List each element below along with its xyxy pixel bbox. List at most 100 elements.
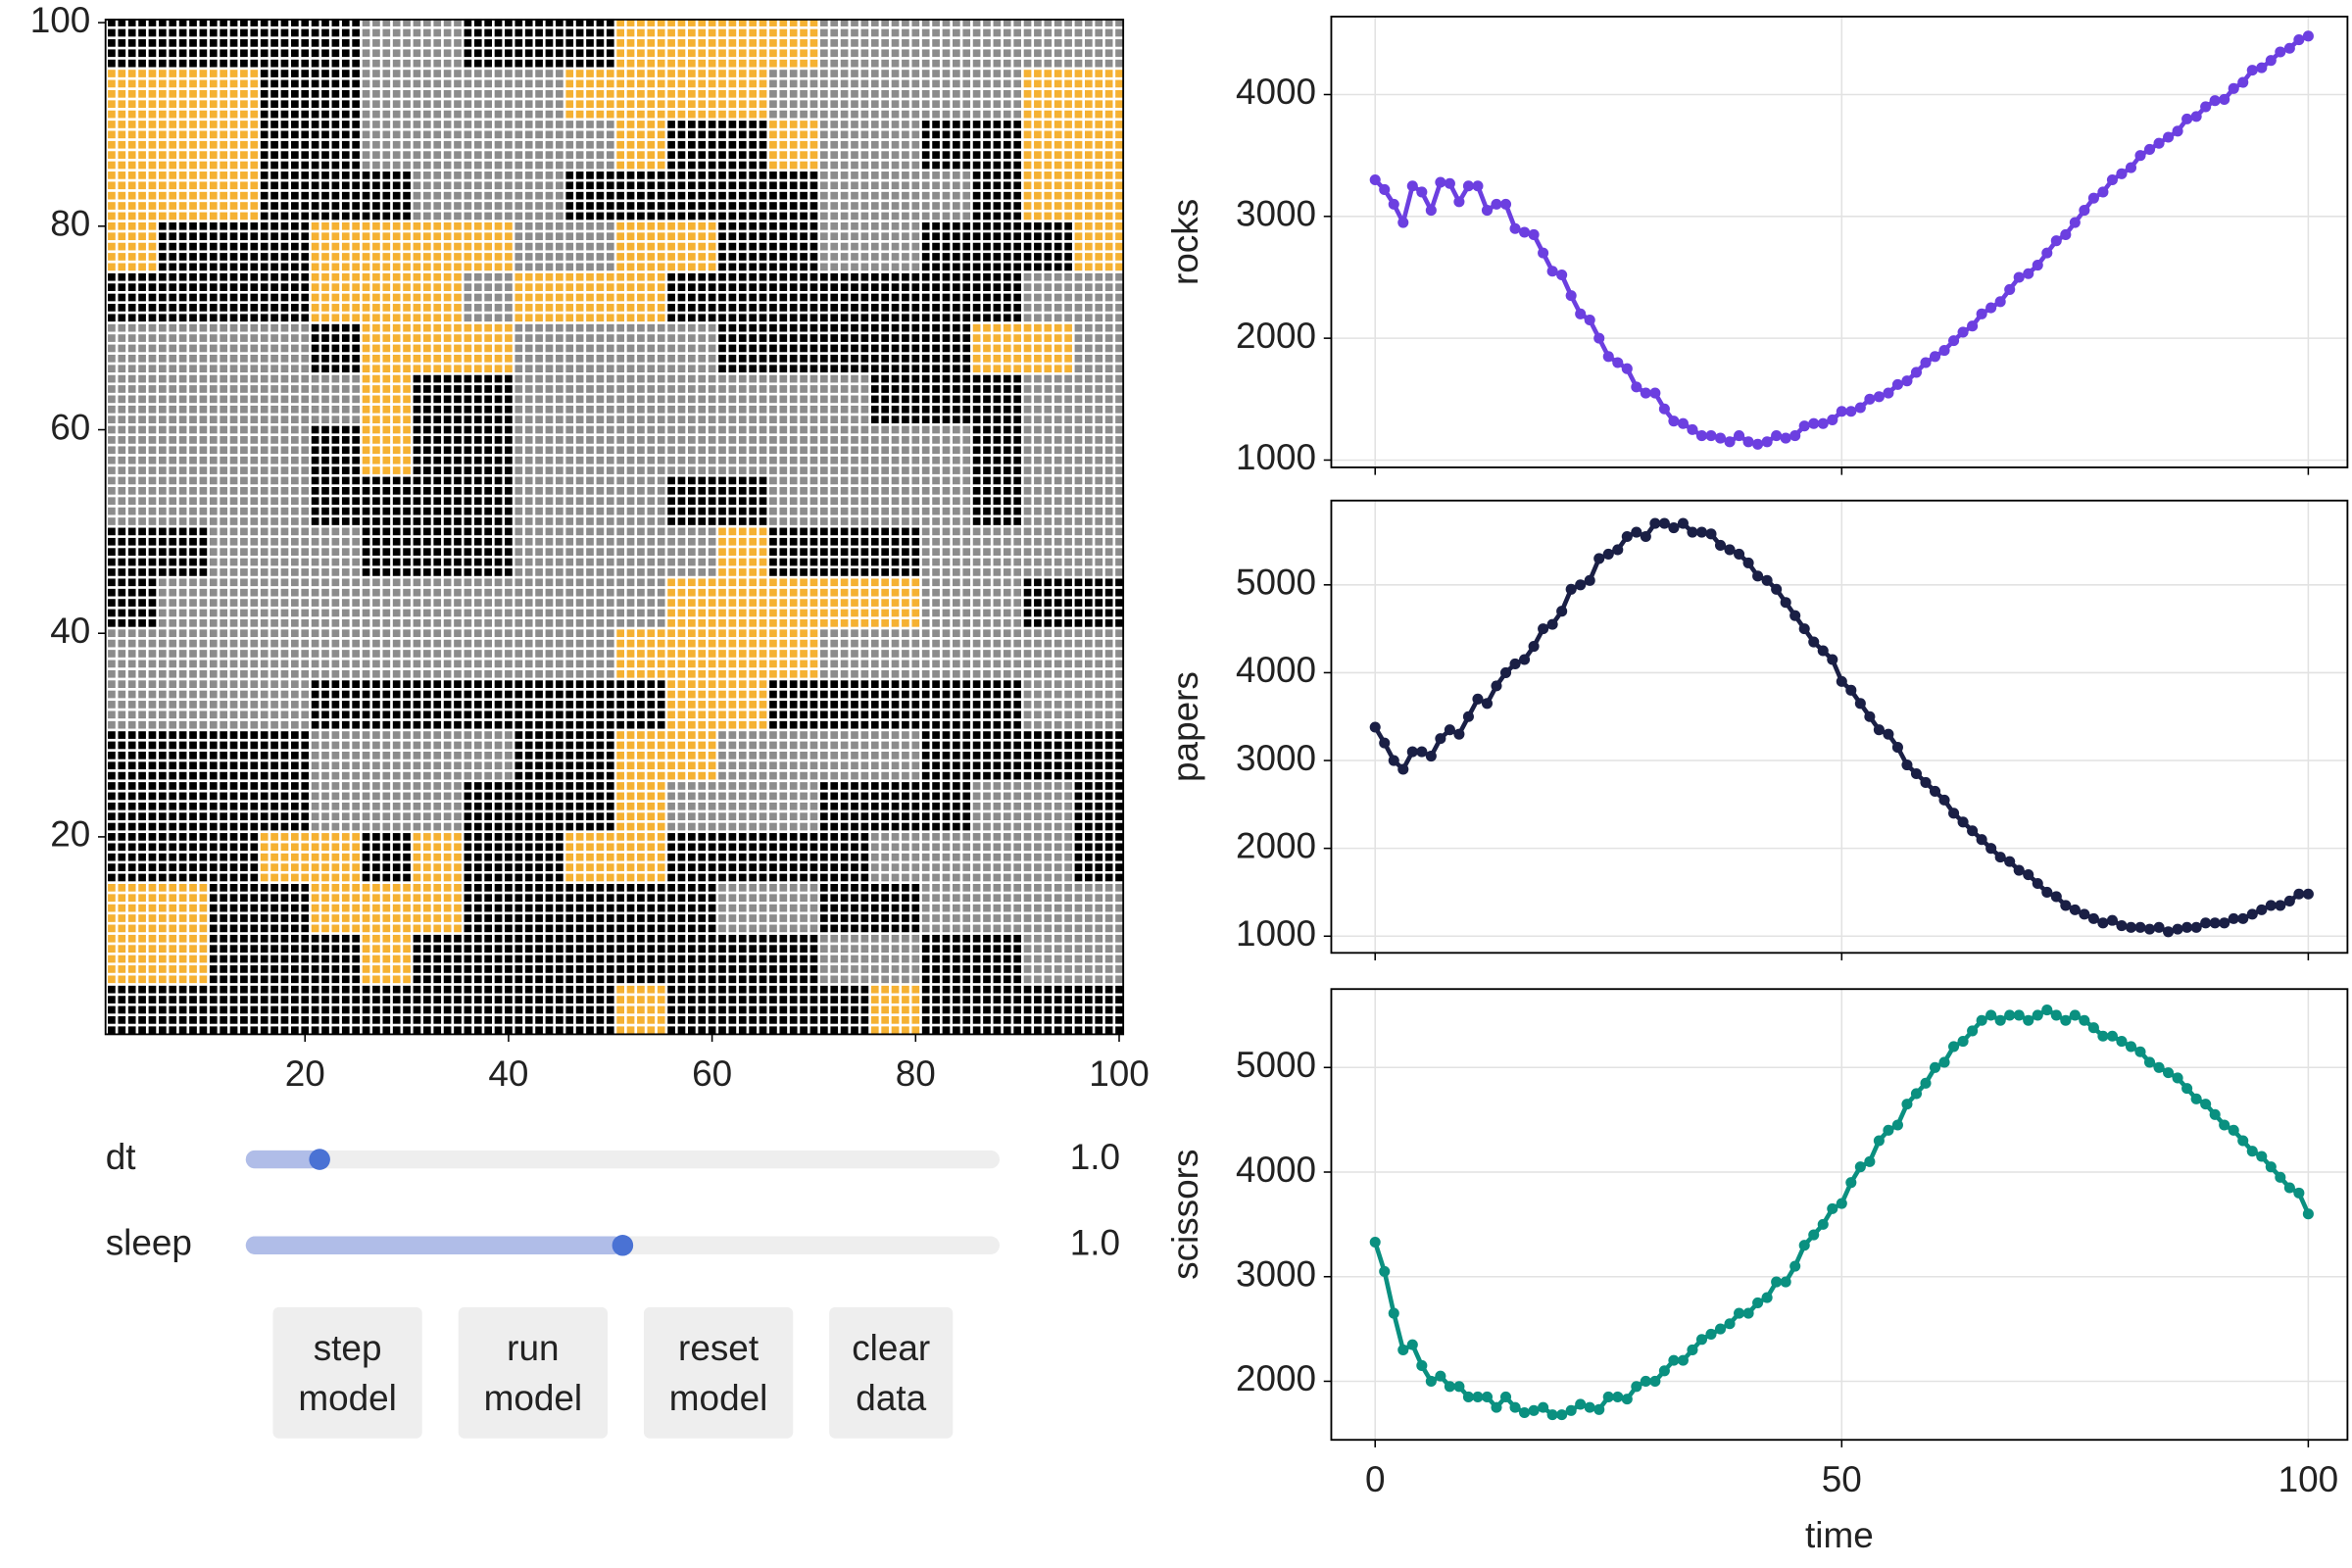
agent [657,172,665,179]
agent [728,497,737,506]
agent [372,28,380,37]
agent [657,59,665,68]
agent [738,39,747,47]
agent [260,323,269,332]
agent [616,272,624,281]
agent [921,456,930,465]
agent [1044,181,1053,190]
agent [962,161,971,170]
agent [138,486,146,495]
agent [392,172,401,179]
agent [291,172,299,179]
agent [108,242,116,251]
agent [382,314,391,322]
agent [169,19,177,26]
agent [484,121,492,128]
agent [220,446,227,455]
agent [921,28,930,37]
agent [800,130,808,139]
agent [1034,172,1042,179]
agent [708,202,716,210]
agent [159,172,167,179]
agent [535,425,543,434]
agent [301,456,310,465]
agent [301,232,310,241]
agent [840,232,849,241]
agent [1085,70,1093,77]
agent [932,497,940,506]
agent [1085,212,1093,220]
agent [891,263,900,271]
agent [820,100,828,109]
agent [800,221,808,230]
agent [759,436,767,444]
agent [1095,70,1103,77]
agent [291,121,299,128]
agent [127,334,136,342]
agent [209,344,218,353]
agent [575,232,584,241]
agent [229,121,238,128]
agent [1095,39,1103,47]
agent [860,354,869,363]
agent [545,79,554,88]
agent [138,405,146,414]
agent [362,181,370,190]
agent [932,232,940,241]
agent [789,365,798,373]
agent [403,39,411,47]
agent [291,517,299,525]
agent [800,405,808,414]
agent [494,374,503,383]
agent [606,79,614,88]
agent [524,161,533,170]
agent [851,466,858,474]
agent [127,263,136,271]
agent [575,436,584,444]
agent [860,405,869,414]
agent [902,172,909,179]
agent [891,416,900,423]
agent [341,476,350,485]
agent [840,212,849,220]
agent [189,202,197,210]
agent [301,272,310,281]
agent [220,202,227,210]
agent [565,385,574,393]
agent [311,151,319,159]
agent [586,456,594,465]
agent [1115,100,1123,109]
agent [993,323,1002,332]
agent [840,304,849,312]
agent [1023,476,1032,485]
agent [809,517,818,525]
agent [443,151,452,159]
agent [372,293,380,302]
agent [749,28,757,37]
agent [240,79,248,88]
agent [1095,253,1103,261]
agent [738,517,747,525]
agent [280,172,289,179]
agent [962,283,971,291]
agent [1034,140,1042,149]
agent [524,110,533,119]
agent [148,130,157,139]
agent [942,49,951,58]
agent [921,151,930,159]
agent [647,323,656,332]
agent [911,497,920,506]
agent [1074,416,1083,423]
agent [1013,39,1021,47]
agent [932,304,940,312]
agent [362,28,370,37]
agent [1013,151,1021,159]
agent [505,466,513,474]
agent [820,365,828,373]
agent [138,507,146,515]
agent [800,374,808,383]
agent [270,344,278,353]
agent [1074,59,1083,68]
agent [454,416,462,423]
agent [891,517,900,525]
